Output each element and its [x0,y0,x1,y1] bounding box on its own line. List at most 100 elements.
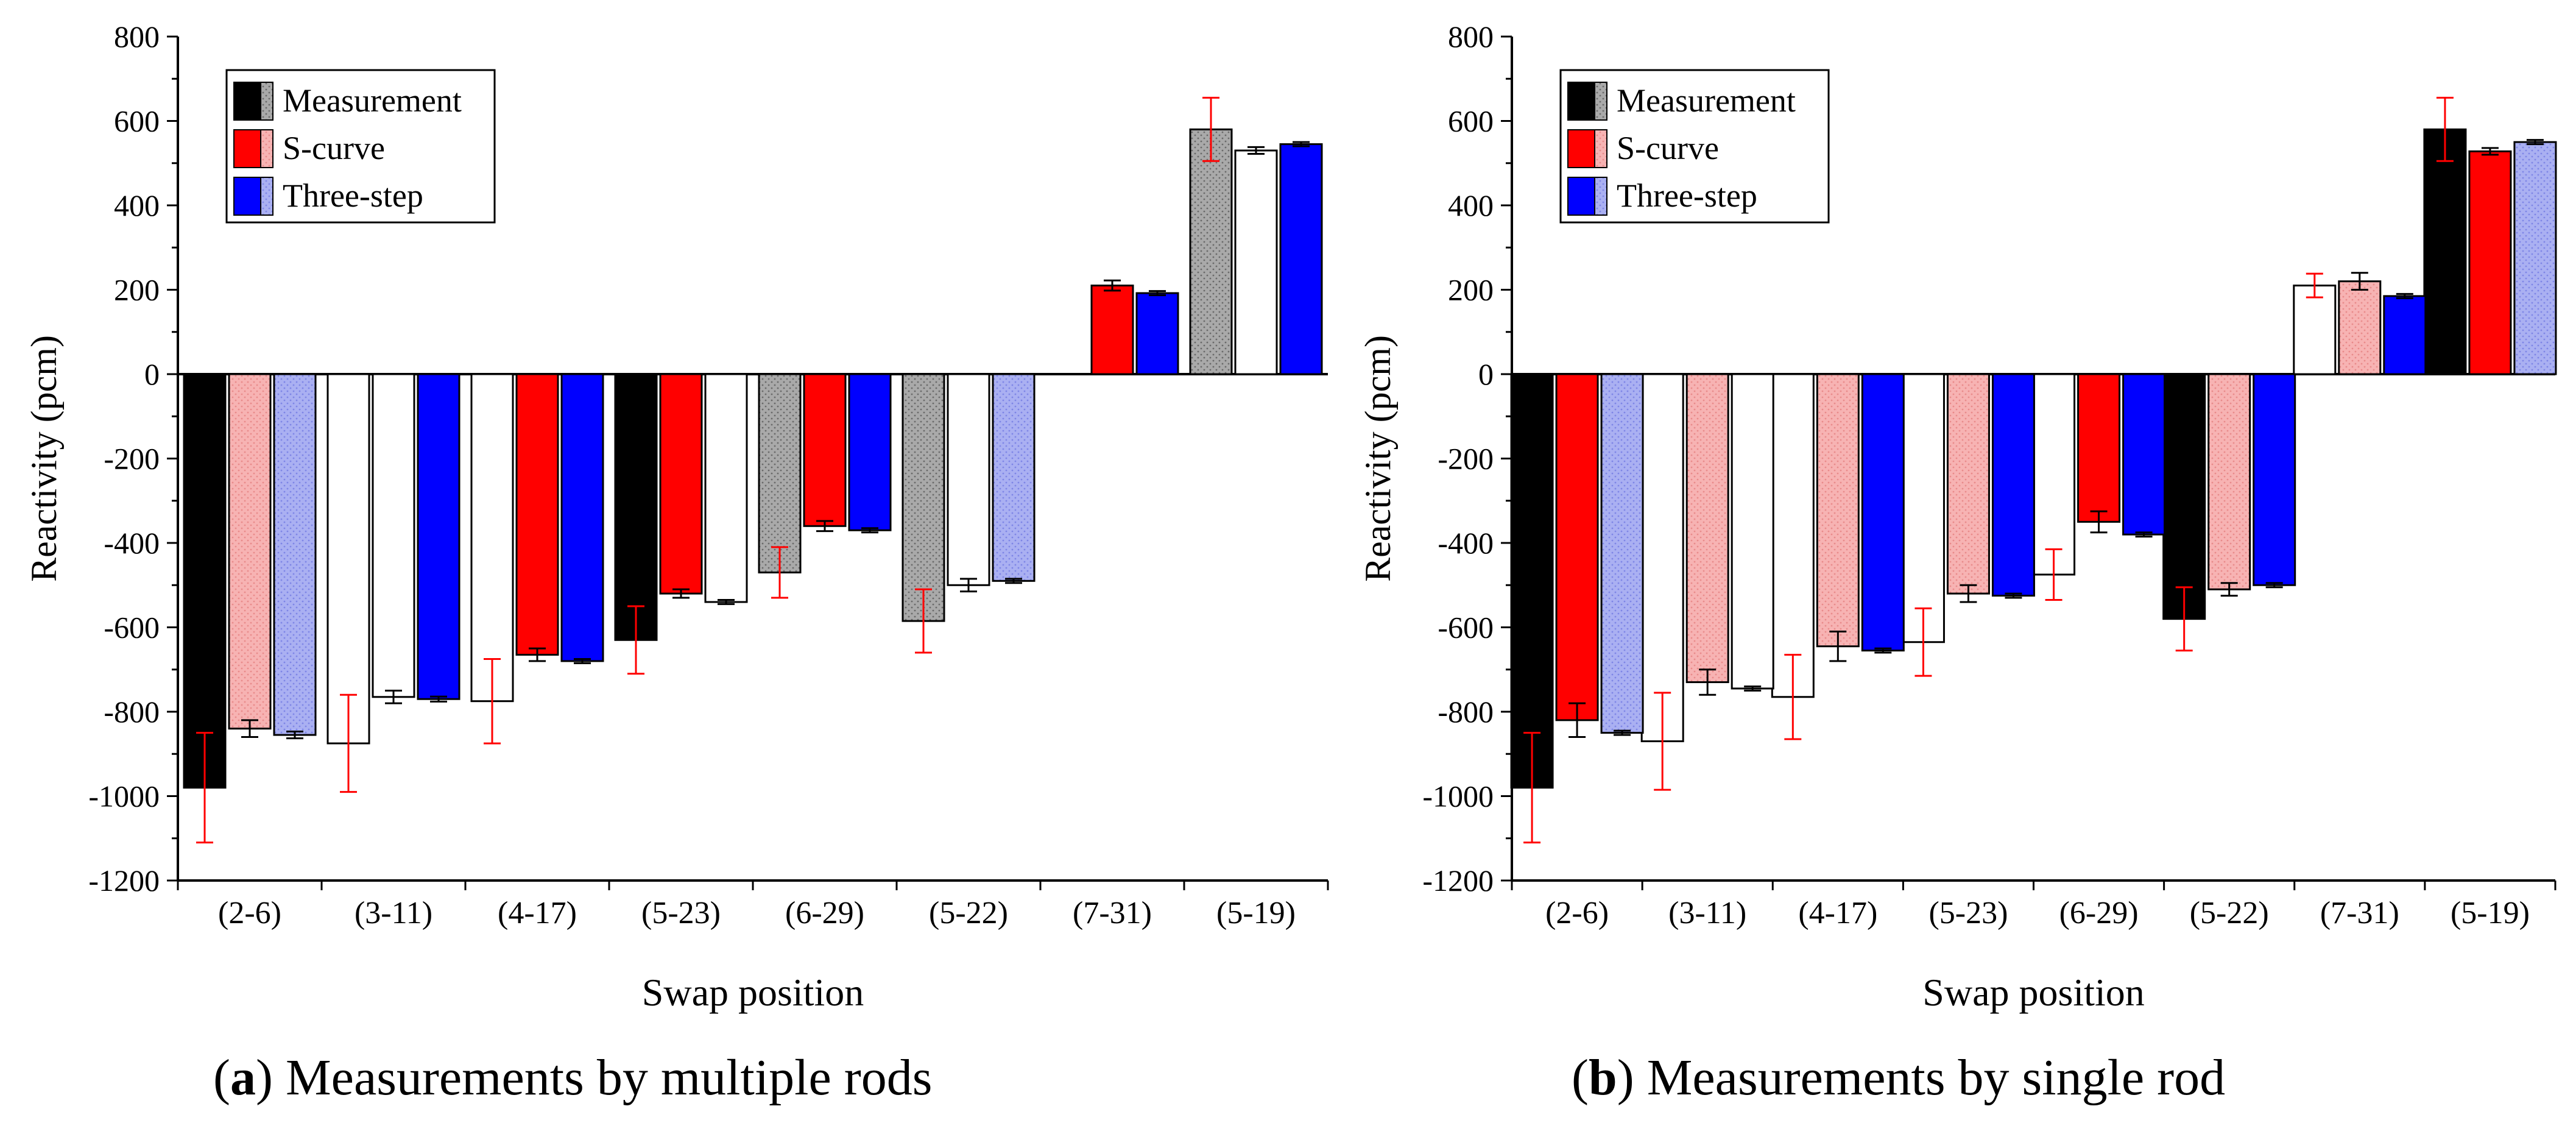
x-tick-label: (6-29) [2059,896,2139,930]
bar-s-curve [2077,373,2121,523]
bar-three-step [992,373,1036,582]
legend: Measurement S-curve Three-step [1559,69,1830,224]
y-tick-label: 600 [1448,104,1494,138]
bar-three-step [1991,373,2035,597]
bar-three-step [848,373,892,531]
legend-swatch [233,82,261,121]
bar-s-curve [659,373,703,595]
caption-b: (b) Measurements by single rod [1572,1049,2226,1106]
legend-label: Measurement [283,82,462,119]
caption-b-text: Measurements by single rod [1646,1049,2226,1106]
bar-measurement [2032,373,2076,576]
y-tick-label: -800 [1438,695,1494,729]
bar-s-curve [803,373,847,527]
bar-s-curve [1946,373,1990,595]
y-tick-label: 600 [114,104,160,138]
y-axis-label: Reactivity (pcm) [1358,335,1398,582]
y-tick-label: -600 [104,611,160,645]
legend-swatch-alt [1594,129,1607,168]
bar-measurement [758,373,802,573]
x-tick-label: (3-11) [355,896,432,930]
bar-s-curve [1090,285,1134,375]
bar-three-step [560,373,604,662]
x-tick-label: (5-23) [641,896,721,930]
bar-three-step [1731,373,1774,690]
bar-measurement [326,373,370,745]
y-tick-label: 400 [1448,188,1494,222]
x-tick-label: (2-6) [1545,896,1609,930]
y-tick-label: -1200 [1422,863,1494,898]
y-tick-label: -200 [104,442,160,476]
bar-s-curve [1816,373,1860,648]
legend-label: S-curve [1617,130,1719,166]
bar-three-step [2513,141,2557,375]
caption-a: (a) Measurements by multiple rods [213,1049,933,1106]
caption-a-letter: a [230,1049,256,1106]
x-tick-label: (5-19) [1216,896,1296,930]
y-tick-label: 0 [144,357,160,391]
y-tick-label: -200 [1438,442,1494,476]
bar-measurement [1771,373,1815,698]
bar-three-step [2383,295,2427,375]
bar-measurement [902,373,945,622]
bar-measurement [1189,128,1233,375]
caption-b-letter: b [1588,1049,1617,1106]
x-tick-label: (4-17) [498,896,577,930]
x-tick-label: (6-29) [785,896,864,930]
bar-measurement [2423,128,2467,375]
y-tick-label: -1000 [88,779,160,813]
x-axis-label: Swap position [1922,971,2144,1014]
bar-s-curve [515,373,559,656]
legend: Measurement S-curve Three-step [225,69,496,224]
y-tick-label: 800 [1448,19,1494,54]
legend-swatch [1567,82,1595,121]
legend-swatch [1567,177,1595,216]
y-tick-label: -400 [104,526,160,560]
x-axis-label: Swap position [642,971,864,1014]
bar-three-step [1600,373,1644,734]
y-tick-label: -400 [1438,526,1494,560]
bar-three-step [704,373,748,603]
x-tick-label: (7-31) [2320,896,2399,930]
legend-label: Three-step [283,177,423,214]
bar-s-curve [1685,373,1729,684]
x-tick-label: (4-17) [1798,896,1877,930]
bar-three-step [1279,143,1323,375]
legend-label: S-curve [283,130,385,166]
y-tick-label: -1200 [88,863,160,898]
panel-a-chart: -1200 -1000 -800 -600 -400 -200 0 200 400 600 800 R… [24,19,1329,1014]
y-tick-label: 400 [114,188,160,222]
legend-swatch-alt [260,82,273,121]
bar-s-curve [2338,280,2382,375]
legend-swatch [1567,129,1595,168]
bar-measurement [2293,285,2337,375]
x-tick-label: (5-22) [929,896,1008,930]
y-tick-label: -1000 [1422,779,1494,813]
legend-swatch-alt [1594,82,1607,121]
bar-measurement [1640,373,1684,742]
legend-swatch-alt [260,177,273,216]
bar-measurement [1510,373,1554,789]
bar-measurement [470,373,514,703]
y-tick-label: 200 [1448,273,1494,307]
x-tick-label: (3-11) [1668,896,1746,930]
x-tick-label: (2-6) [218,896,281,930]
x-tick-label: (5-22) [2190,896,2269,930]
bar-three-step [2253,373,2296,586]
legend-label: Three-step [1617,177,1757,214]
bar-s-curve [372,373,415,698]
bar-s-curve [2468,150,2512,375]
y-tick-label: -600 [1438,611,1494,645]
bar-three-step [273,373,317,736]
legend-label: Measurement [1617,82,1796,119]
legend-swatch [233,129,261,168]
bar-measurement [614,373,658,641]
legend-swatch-alt [260,129,273,168]
y-tick-label: 800 [114,19,160,54]
x-tick-label: (5-23) [1928,896,2008,930]
y-tick-label: -800 [104,695,160,729]
bar-s-curve [1555,373,1599,721]
x-tick-label: (5-19) [2451,896,2530,930]
y-tick-label: 0 [1478,357,1494,391]
bar-s-curve [1234,149,1278,375]
